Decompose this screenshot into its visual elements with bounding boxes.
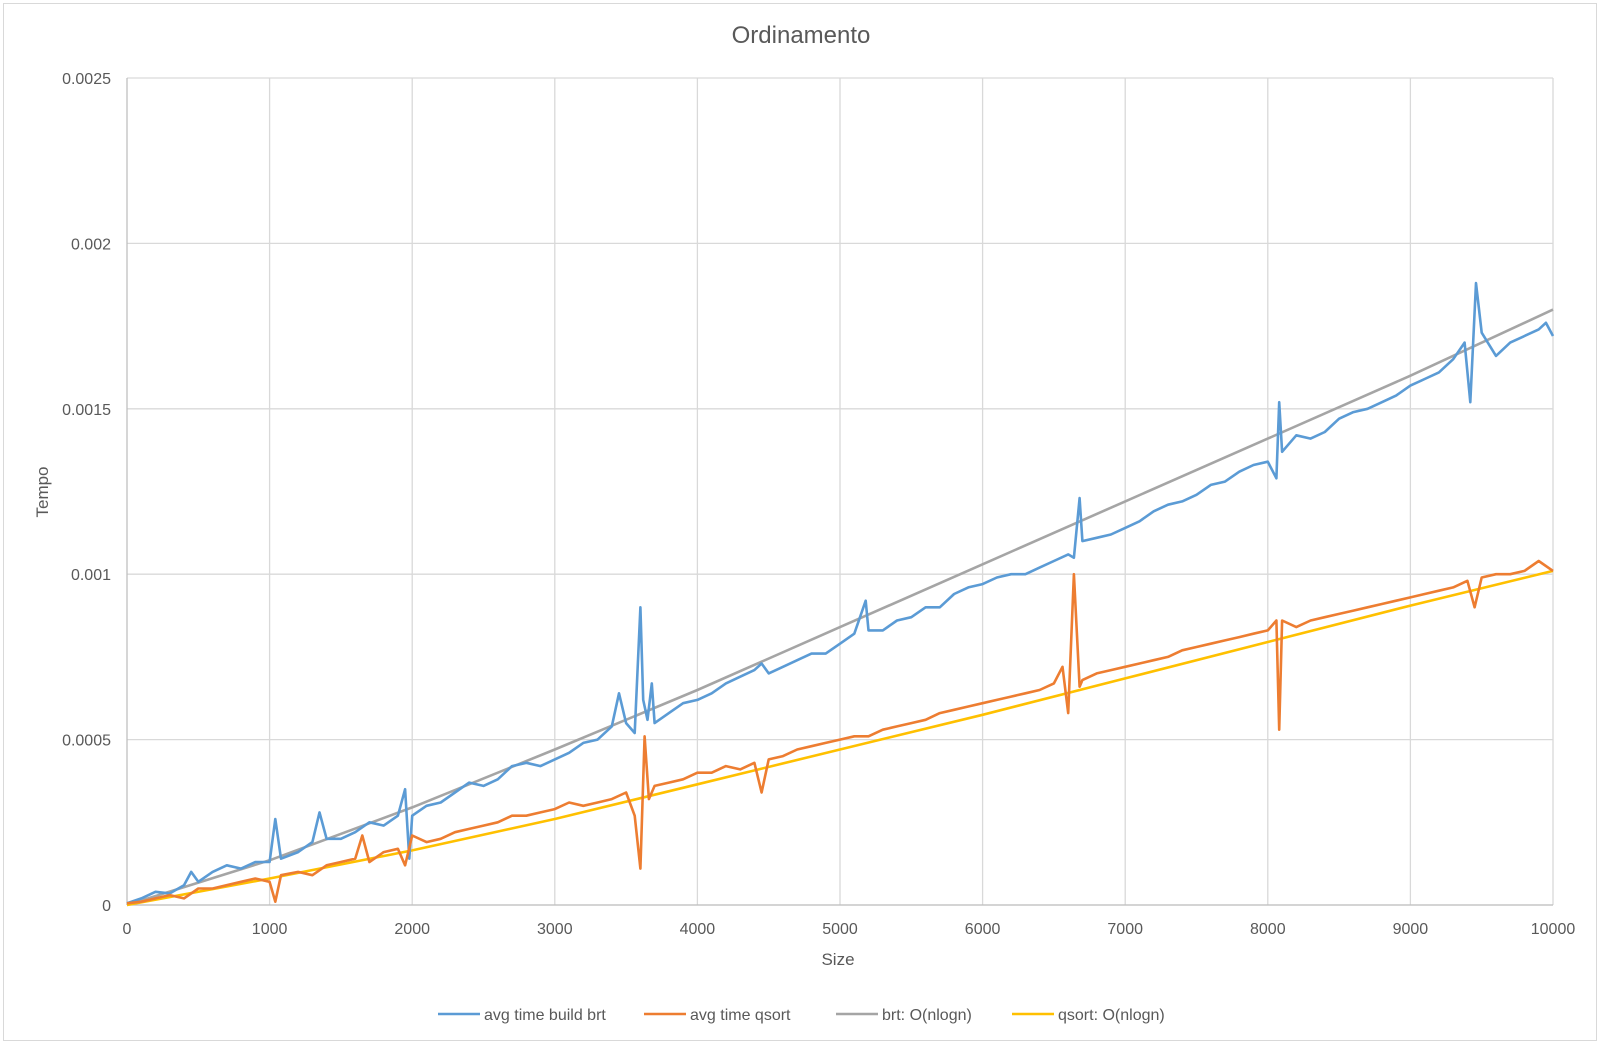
x-tick-label: 2000	[394, 921, 430, 938]
x-axis-ticks: 0 1000 2000 3000 4000 5000 6000 7000 8000 9000 100…	[123, 921, 1576, 938]
y-tick-label: 0.0005	[62, 733, 111, 750]
x-tick-label: 9000	[1393, 921, 1429, 938]
y-tick-label: 0.001	[71, 567, 111, 584]
y-tick-label: 0.002	[71, 236, 111, 253]
legend-label: avg time build brt	[484, 1007, 606, 1024]
y-axis-ticks: 0 0.0005 0.001 0.0015 0.002 0.0025	[62, 71, 111, 915]
legend: avg time build brt avg time qsort brt: O(n…	[438, 1007, 1165, 1024]
series-lines	[126, 281, 1555, 907]
x-axis-title: Size	[821, 950, 854, 969]
x-tick-label: 3000	[537, 921, 573, 938]
x-tick-label: 10000	[1531, 921, 1576, 938]
legend-item: qsort: O(nlogn)	[1012, 1007, 1165, 1024]
grid-lines	[126, 77, 1554, 906]
series-line-1	[126, 559, 1554, 905]
series-line-3	[126, 569, 1554, 907]
x-tick-label: 7000	[1107, 921, 1143, 938]
y-axis-title: Tempo	[33, 466, 52, 517]
y-tick-label: 0.0015	[62, 402, 111, 419]
series-line-0	[126, 281, 1555, 905]
x-tick-label: 6000	[965, 921, 1001, 938]
x-tick-label: 5000	[822, 921, 858, 938]
x-tick-label: 4000	[680, 921, 716, 938]
legend-item: avg time build brt	[438, 1007, 606, 1024]
legend-label: qsort: O(nlogn)	[1058, 1007, 1165, 1024]
x-tick-label: 0	[123, 921, 132, 938]
x-tick-label: 1000	[252, 921, 288, 938]
chart-area	[3, 3, 1597, 1041]
y-tick-label: 0	[102, 898, 111, 915]
legend-item: avg time qsort	[644, 1007, 791, 1024]
x-tick-label: 8000	[1250, 921, 1286, 938]
legend-label: brt: O(nlogn)	[882, 1007, 972, 1024]
y-tick-label: 0.0025	[62, 71, 111, 88]
chart-title: Ordinamento	[732, 22, 871, 49]
legend-item: brt: O(nlogn)	[836, 1007, 972, 1024]
legend-label: avg time qsort	[690, 1007, 791, 1024]
